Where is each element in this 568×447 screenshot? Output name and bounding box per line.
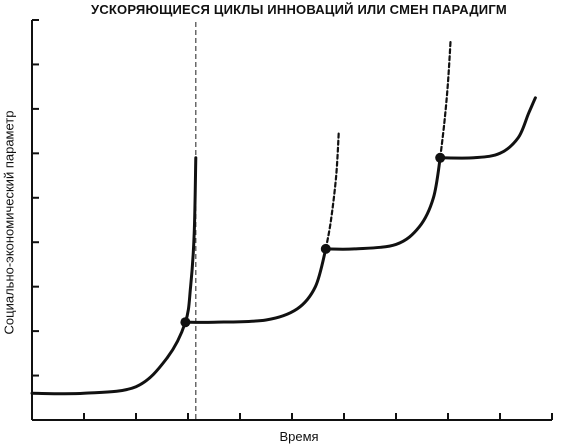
series-line-cycle-4 [438, 96, 537, 160]
x-axis-label: Время [279, 429, 319, 444]
transition-point [320, 243, 331, 254]
series-line-cycle-3-extension [439, 38, 452, 159]
transition-point [435, 152, 446, 163]
series-line-cycle-2 [183, 247, 328, 324]
chart-title: УСКОРЯЮЩИЕСЯ ЦИКЛЫ ИННОВАЦИЙ ИЛИ СМЕН ПА… [91, 2, 507, 17]
series-line-cycle-1 [30, 156, 198, 396]
series-line-cycle-2-extension [324, 130, 340, 250]
transition-point [180, 317, 191, 328]
series-line-cycle-3 [324, 156, 442, 251]
